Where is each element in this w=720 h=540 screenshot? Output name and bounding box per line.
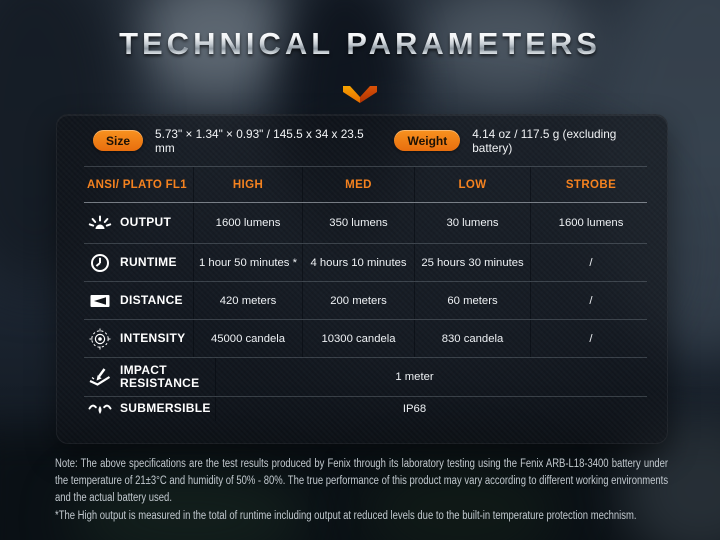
asterisk-note-text: *The High output is measured in the tota…	[55, 509, 637, 522]
page-title: TECHNICAL PARAMETERS	[0, 26, 720, 62]
divider	[84, 357, 647, 358]
spec-value: IP68	[215, 397, 651, 421]
weight-badge: Weight	[394, 130, 461, 151]
impact-resistance-icon	[89, 368, 111, 386]
divider	[84, 202, 647, 203]
standard-label: ANSI/ PLATO FL1	[87, 178, 187, 191]
spec-value: 4 hours 10 minutes	[302, 244, 414, 281]
spec-value: 1 hour 50 minutes *	[193, 244, 302, 281]
row-label: INTENSITY	[120, 330, 186, 345]
bg-blob	[70, 468, 310, 540]
size-badge: Size	[93, 130, 144, 151]
chevron-down-icon	[343, 86, 377, 103]
note-text: Note: The above specifications are the t…	[55, 458, 669, 505]
spec-value: 25 hours 30 minutes	[414, 244, 530, 281]
bg-blob	[420, 0, 590, 100]
divider	[84, 281, 647, 282]
submersible-icon	[88, 404, 112, 414]
divider	[84, 319, 647, 320]
row-label: IMPACT RESISTANCE	[120, 362, 200, 390]
spec-value: 200 meters	[302, 282, 414, 319]
spec-value: 420 meters	[193, 282, 302, 319]
table-header-row: ANSI/ PLATO FL1 HIGH MED LOW STROBE	[57, 167, 667, 202]
row-label: OUTPUT	[120, 215, 172, 230]
table-row-runtime: RUNTIME 1 hour 50 minutes * 4 hours 10 m…	[57, 244, 667, 281]
runtime-clock-icon	[91, 253, 109, 272]
weight-value: 4.14 oz / 117.5 g (excluding battery)	[472, 126, 617, 155]
column-header-strobe: STROBE	[530, 167, 651, 202]
intensity-target-icon	[89, 328, 111, 349]
row-label: RUNTIME	[120, 254, 177, 269]
table-row-intensity: INTENSITY 45000 candela 10300 candela 83…	[57, 320, 667, 357]
spec-value: 45000 candela	[193, 320, 302, 357]
spec-value: 1 meter	[215, 358, 651, 396]
spec-value: 60 meters	[414, 282, 530, 319]
size-value: 5.73" × 1.34" × 0.93" / 145.5 x 34 x 23.…	[155, 126, 364, 155]
table-row-output: OUTPUT 1600 lumens 350 lumens 30 lumens …	[57, 203, 667, 243]
divider	[84, 396, 647, 397]
divider	[84, 166, 647, 167]
row-label: DISTANCE	[120, 292, 183, 307]
bg-blob	[360, 458, 560, 540]
spec-value: 350 lumens	[302, 203, 414, 243]
row-label: SUBMERSIBLE	[120, 401, 211, 416]
spec-value: 30 lumens	[414, 203, 530, 243]
beam-distance-icon	[90, 294, 110, 307]
light-output-icon	[88, 215, 112, 229]
size-weight-row: Size 5.73" × 1.34" × 0.93" / 145.5 x 34 …	[57, 115, 667, 166]
column-header-low: LOW	[414, 167, 530, 202]
table-row-submersible: SUBMERSIBLE IP68	[57, 397, 667, 443]
table-row-distance: DISTANCE 420 meters 200 meters 60 meters…	[57, 282, 667, 319]
divider	[84, 243, 647, 244]
spec-value: /	[530, 320, 651, 357]
spec-value: 1600 lumens	[530, 203, 651, 243]
column-header-high: HIGH	[193, 167, 302, 202]
spec-value: 830 candela	[414, 320, 530, 357]
spec-value: /	[530, 282, 651, 319]
footnotes: Note: The above specifications are the t…	[55, 456, 668, 525]
column-header-med: MED	[302, 167, 414, 202]
bg-blob	[140, 0, 290, 100]
spec-value: /	[530, 244, 651, 281]
spec-value: 1600 lumens	[193, 203, 302, 243]
table-row-impact-resistance: IMPACT RESISTANCE 1 meter	[57, 358, 667, 396]
spec-value: 10300 candela	[302, 320, 414, 357]
spec-panel: Size 5.73" × 1.34" × 0.93" / 145.5 x 34 …	[56, 114, 668, 444]
